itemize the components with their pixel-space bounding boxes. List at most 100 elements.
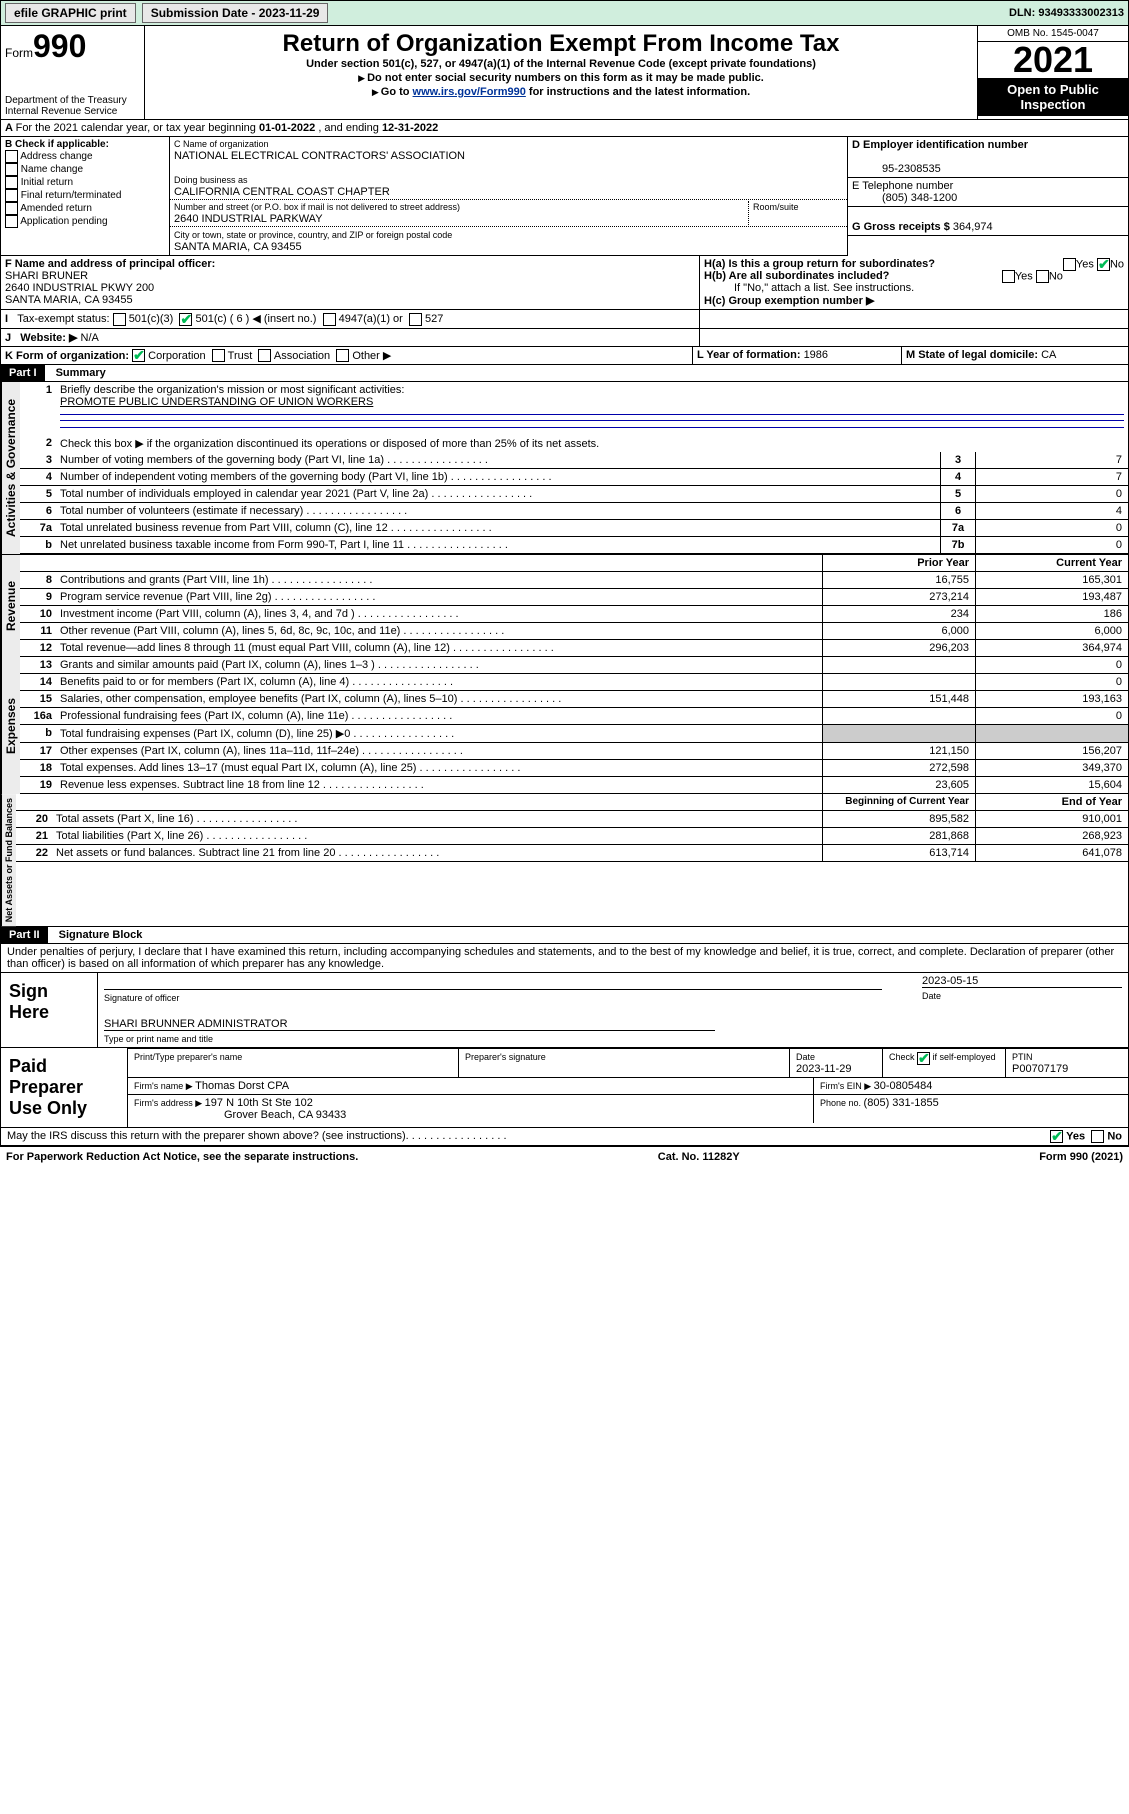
table-row: 11Other revenue (Part VIII, column (A), …: [20, 623, 1128, 640]
checkbox-ha-yes[interactable]: [1063, 258, 1076, 271]
opt-trust: Trust: [228, 350, 253, 362]
form-header: Form990 Department of the Treasury Inter…: [0, 26, 1129, 120]
line-a: A For the 2021 calendar year, or tax yea…: [0, 120, 1129, 137]
line-a-mid: , and ending: [318, 122, 382, 134]
submission-date: 2023-11-29: [259, 6, 320, 20]
open-to-public: Open to Public Inspection: [978, 78, 1128, 116]
ptin-value: P00707179: [1012, 1063, 1068, 1075]
col-prior-year: Prior Year: [822, 555, 975, 571]
website-value: N/A: [81, 332, 99, 344]
box-d-e-g: D Employer identification number95-23085…: [847, 137, 1128, 256]
firm-addr2: Grover Beach, CA 93433: [134, 1109, 346, 1121]
checkbox-527[interactable]: [409, 313, 422, 326]
dln-value: 93493333002313: [1038, 7, 1124, 19]
m-label: M State of legal domicile:: [906, 349, 1041, 361]
checkbox-501c3[interactable]: [113, 313, 126, 326]
checkbox-discuss-no[interactable]: [1091, 1130, 1104, 1143]
lbl-name-change: Name change: [21, 164, 83, 175]
table-row: 12Total revenue—add lines 8 through 11 (…: [20, 640, 1128, 657]
checkbox-hb-no[interactable]: [1036, 270, 1049, 283]
yes-label: Yes: [1076, 258, 1094, 270]
checkbox-address-change[interactable]: [5, 150, 18, 163]
checkbox-discuss-yes[interactable]: [1050, 1130, 1063, 1143]
checkbox-ha-no[interactable]: [1097, 258, 1110, 271]
opt-501c: 501(c) ( 6 ) ◀ (insert no.): [196, 313, 317, 325]
checkbox-amended-return[interactable]: [5, 202, 18, 215]
checkbox-4947[interactable]: [323, 313, 336, 326]
section-expenses: Expenses 13Grants and similar amounts pa…: [0, 657, 1129, 794]
footer-right: Form 990 (2021): [1039, 1151, 1123, 1163]
form-number: 990: [33, 28, 86, 64]
box-b: B Check if applicable: Address change Na…: [1, 137, 170, 256]
table-row: 20Total assets (Part X, line 16)895,5829…: [16, 811, 1128, 828]
submission-date-button[interactable]: Submission Date - 2023-11-29: [142, 3, 329, 23]
table-row: 22Net assets or fund balances. Subtract …: [16, 845, 1128, 862]
street-address: 2640 INDUSTRIAL PARKWAY: [174, 213, 323, 225]
org-name: NATIONAL ELECTRICAL CONTRACTORS' ASSOCIA…: [174, 150, 465, 162]
sig-name: SHARI BRUNNER ADMINISTRATOR: [104, 1018, 288, 1030]
h-c-label: H(c) Group exemption number ▶: [704, 295, 874, 307]
firm-name: Thomas Dorst CPA: [195, 1080, 289, 1092]
arrow-icon: [372, 86, 381, 98]
checkbox-corp[interactable]: [132, 349, 145, 362]
opt-501c3: 501(c)(3): [129, 313, 174, 325]
note-goto-pre: Go to: [381, 86, 413, 98]
footer-left: For Paperwork Reduction Act Notice, see …: [6, 1151, 358, 1163]
prep-date: 2023-11-29: [796, 1063, 851, 1075]
tax-exempt-label: Tax-exempt status:: [17, 313, 109, 325]
col-end: End of Year: [975, 794, 1128, 810]
form-header-mid: Return of Organization Exempt From Incom…: [145, 26, 977, 119]
vlabel-revenue: Revenue: [1, 555, 20, 657]
checkbox-other[interactable]: [336, 349, 349, 362]
line-i: I Tax-exempt status: 501(c)(3) 501(c) ( …: [0, 310, 1129, 329]
submission-date-label: Submission Date -: [151, 6, 259, 20]
opt-corp: Corporation: [148, 350, 205, 362]
note-ssn: Do not enter social security numbers on …: [367, 72, 764, 84]
checkbox-assoc[interactable]: [258, 349, 271, 362]
table-row: 19Revenue less expenses. Subtract line 1…: [20, 777, 1128, 794]
box-h: H(a) Is this a group return for subordin…: [700, 256, 1128, 310]
discuss-text: May the IRS discuss this return with the…: [7, 1130, 406, 1143]
lbl-amended-return: Amended return: [20, 203, 92, 214]
irs-link[interactable]: www.irs.gov/Form990: [413, 86, 526, 98]
table-row: 18Total expenses. Add lines 13–17 (must …: [20, 760, 1128, 777]
room-label: Room/suite: [753, 202, 799, 212]
table-row: 9Program service revenue (Part VIII, lin…: [20, 589, 1128, 606]
box-c: C Name of organizationNATIONAL ELECTRICA…: [170, 137, 847, 256]
checkbox-name-change[interactable]: [5, 163, 18, 176]
ptin-label: PTIN: [1012, 1052, 1033, 1062]
sign-here-label: Sign Here: [1, 973, 98, 1047]
part-ii-header: Part II Signature Block: [0, 927, 1129, 944]
checkbox-501c[interactable]: [179, 313, 192, 326]
paid-preparer-block: Paid Preparer Use Only Print/Type prepar…: [0, 1048, 1129, 1128]
checkbox-hb-yes[interactable]: [1002, 270, 1015, 283]
city-state-zip: SANTA MARIA, CA 93455: [174, 241, 302, 253]
page-footer: For Paperwork Reduction Act Notice, see …: [0, 1146, 1129, 1167]
ein-value: 95-2308535: [852, 163, 941, 175]
table-row: 16aProfessional fundraising fees (Part I…: [20, 708, 1128, 725]
sig-date-label: Date: [922, 991, 941, 1001]
officer-addr1: 2640 INDUSTRIAL PKWY 200: [5, 282, 154, 294]
check-label-a: Check: [889, 1052, 915, 1062]
firm-ein: 30-0805484: [874, 1080, 933, 1092]
checkbox-initial-return[interactable]: [5, 176, 18, 189]
checkbox-final-return[interactable]: [5, 189, 18, 202]
checkbox-trust[interactable]: [212, 349, 225, 362]
c-name-label: C Name of organization: [174, 139, 269, 149]
section-net-assets: Net Assets or Fund Balances Beginning of…: [0, 794, 1129, 927]
note-goto-post: for instructions and the latest informat…: [526, 86, 750, 98]
checkbox-application-pending[interactable]: [5, 215, 18, 228]
sign-here-block: Sign Here Signature of officer 2023-05-1…: [0, 973, 1129, 1048]
checkbox-self-employed[interactable]: [917, 1052, 930, 1065]
no-label: No: [1049, 270, 1063, 282]
efile-button[interactable]: efile GRAPHIC print: [5, 3, 136, 23]
no-label: No: [1110, 258, 1124, 270]
line-a-text: For the 2021 calendar year, or tax year …: [16, 122, 259, 134]
section-governance: Activities & Governance 1Briefly describ…: [0, 382, 1129, 554]
table-row: 14Benefits paid to or for members (Part …: [20, 674, 1128, 691]
footer-mid: Cat. No. 11282Y: [658, 1151, 740, 1163]
table-row: 7aTotal unrelated business revenue from …: [20, 520, 1128, 537]
firm-ein-label: Firm's EIN ▶: [820, 1081, 874, 1091]
block-bcdeg: B Check if applicable: Address change Na…: [0, 137, 1129, 256]
box-f: F Name and address of principal officer:…: [1, 256, 700, 310]
